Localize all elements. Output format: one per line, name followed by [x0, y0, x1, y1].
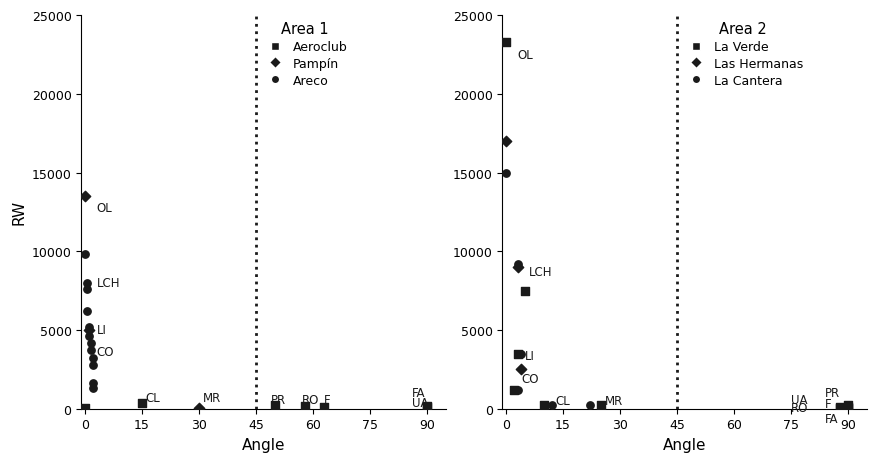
Point	[419, 402, 433, 410]
Point	[86, 380, 100, 388]
Point	[267, 402, 282, 409]
Text: CO: CO	[96, 346, 114, 359]
Text: LCH: LCH	[528, 266, 552, 279]
Text: CL: CL	[146, 391, 160, 404]
Point	[192, 404, 206, 412]
Point	[832, 404, 846, 412]
Text: UA: UA	[790, 393, 807, 406]
Point	[537, 402, 551, 409]
Point	[82, 323, 96, 331]
Point	[317, 404, 331, 411]
Point	[832, 403, 846, 411]
Point	[840, 403, 854, 411]
Point	[83, 339, 97, 346]
X-axis label: Angle: Angle	[662, 437, 706, 452]
Point	[510, 263, 524, 271]
Point	[840, 402, 854, 409]
Y-axis label: RW: RW	[11, 200, 26, 225]
Text: MR: MR	[604, 394, 623, 407]
Text: OL: OL	[96, 201, 112, 214]
X-axis label: Angle: Angle	[241, 437, 285, 452]
Point	[594, 402, 608, 409]
Point	[82, 333, 96, 340]
Point	[514, 350, 528, 357]
Legend: Aeroclub, Pampín, Areco: Aeroclub, Pampín, Areco	[262, 22, 346, 88]
Text: PR: PR	[271, 393, 286, 406]
Text: CO: CO	[521, 372, 538, 385]
Point	[582, 402, 596, 409]
Text: CL: CL	[555, 394, 569, 407]
Point	[419, 403, 433, 411]
Point	[832, 404, 846, 412]
Point	[498, 169, 512, 177]
Point	[80, 286, 94, 293]
Text: F: F	[324, 393, 331, 406]
Text: OL: OL	[517, 49, 532, 62]
Point	[510, 386, 524, 394]
Point	[510, 261, 524, 268]
Text: FA: FA	[411, 387, 424, 400]
Point	[498, 39, 512, 46]
Point	[506, 386, 520, 394]
Text: UA: UA	[411, 396, 428, 409]
Point	[514, 366, 528, 373]
Point	[86, 361, 100, 369]
Point	[840, 404, 854, 412]
Point	[498, 138, 512, 145]
Text: MR: MR	[203, 391, 221, 404]
Text: F: F	[824, 398, 831, 411]
Point	[78, 251, 92, 258]
Point	[86, 355, 100, 362]
Point	[510, 350, 524, 357]
Text: FA: FA	[824, 412, 838, 425]
Point	[135, 400, 149, 407]
Point	[544, 402, 558, 409]
Text: LI: LI	[96, 324, 106, 337]
Text: LI: LI	[524, 349, 534, 362]
Text: RO: RO	[790, 400, 808, 413]
Point	[83, 347, 97, 354]
Point	[78, 404, 92, 412]
Point	[80, 279, 94, 287]
Point	[80, 307, 94, 315]
Point	[86, 385, 100, 392]
Text: PR: PR	[824, 387, 839, 400]
Point	[832, 405, 846, 412]
Legend: La Verde, Las Hermanas, La Cantera: La Verde, Las Hermanas, La Cantera	[683, 22, 802, 88]
Point	[517, 287, 531, 294]
Point	[840, 404, 854, 412]
Text: LCH: LCH	[96, 276, 120, 289]
Point	[78, 193, 92, 200]
Text: RO: RO	[301, 393, 318, 406]
Point	[298, 403, 312, 410]
Point	[82, 326, 96, 334]
